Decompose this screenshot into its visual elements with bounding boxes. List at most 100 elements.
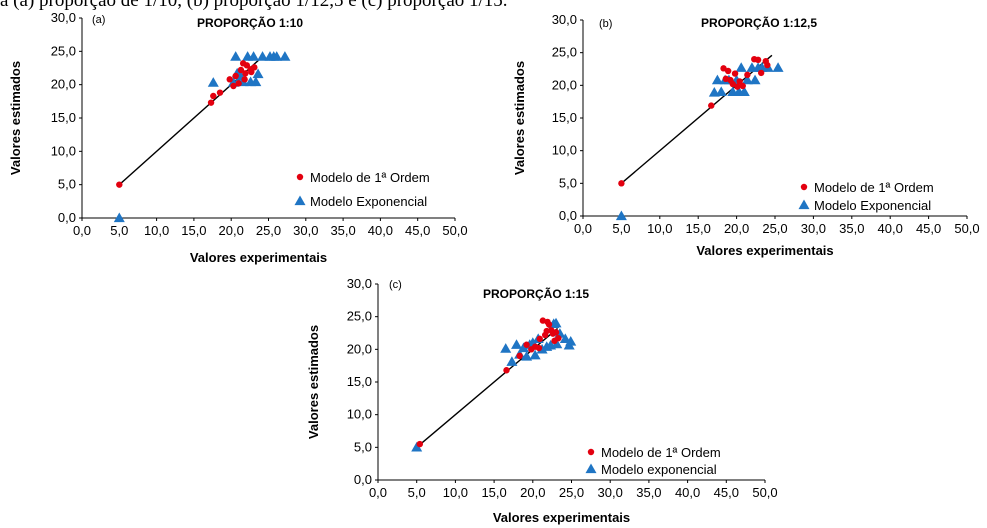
data-point-triangle <box>250 76 262 87</box>
data-point-triangle <box>741 74 753 85</box>
chart-panel-c: 0,0 5,0 10,0 15,0 20,0 25,0 30,0 35,0 40,0 45,0 50… <box>306 276 778 525</box>
series-first-order <box>116 60 258 188</box>
data-point-triangle <box>279 51 291 61</box>
x-tick-label: 10,0 <box>443 485 468 500</box>
legend-label: Modelo Exponencial <box>310 194 427 209</box>
data-point-circle <box>232 72 239 80</box>
x-tick-label: 35,0 <box>839 221 864 236</box>
y-axis-label: Valores estimados <box>8 61 23 175</box>
y-tick-label: 30,0 <box>552 12 577 27</box>
chart-title: PROPORÇÃO 1:12,5 <box>701 15 817 30</box>
y-tick-label: 5,0 <box>354 439 372 454</box>
data-point-circle <box>210 92 217 100</box>
x-tick-label: 5,0 <box>408 485 426 500</box>
x-tick-label: 0,0 <box>73 223 91 238</box>
legend-marker-triangle <box>294 195 306 206</box>
data-point-triangle <box>248 51 260 61</box>
data-point-circle <box>731 70 739 77</box>
y-tick-label: 30,0 <box>347 276 372 291</box>
data-point-circle <box>226 76 233 83</box>
figure-caption: a (a) proporção de 1/10, (b) proporção 1… <box>0 0 508 11</box>
legend-label: Modelo de 1ª Ordem <box>601 445 721 460</box>
data-point-triangle <box>521 351 533 361</box>
legend-marker-circle <box>587 448 595 456</box>
data-point-triangle <box>529 349 541 360</box>
data-point-triangle <box>738 86 750 96</box>
y-axis-label: Valores estimados <box>512 61 527 175</box>
x-tick-label: 25,0 <box>762 221 787 236</box>
data-point-circle <box>416 440 423 448</box>
x-tick-label: 20,0 <box>520 485 545 500</box>
chart-title: PROPORÇÃO 1:10 <box>197 15 303 30</box>
data-point-circle <box>764 61 771 69</box>
data-point-circle <box>207 99 215 106</box>
x-tick-label: 50,0 <box>752 485 777 500</box>
legend-marker-triangle <box>798 199 810 210</box>
series-first-order <box>416 317 562 448</box>
data-point-circle <box>744 71 751 79</box>
panel-label: (a) <box>92 14 105 26</box>
legend-marker-circle <box>800 183 808 191</box>
data-point-circle <box>618 180 625 187</box>
x-tick-label: 20,0 <box>724 221 749 236</box>
x-tick-label: 45,0 <box>714 485 739 500</box>
data-point-triangle <box>615 210 627 221</box>
data-point-circle <box>230 82 237 90</box>
x-tick-label: 40,0 <box>675 485 700 500</box>
y-axis-label: Valores estimados <box>306 325 321 439</box>
x-tick-label: 25,0 <box>256 223 281 238</box>
x-tick-label: 35,0 <box>636 485 661 500</box>
data-point-circle <box>235 80 242 87</box>
y-tick-label: 25,0 <box>552 45 577 60</box>
y-tick-label: 20,0 <box>51 77 76 92</box>
legend-label: Modelo de 1ª Ordem <box>814 180 934 195</box>
data-point-circle <box>536 335 543 343</box>
data-point-triangle <box>565 335 577 346</box>
data-point-circle <box>243 62 251 69</box>
data-point-circle <box>237 66 245 74</box>
data-point-circle <box>116 181 123 188</box>
data-point-circle <box>543 327 550 335</box>
data-point-triangle <box>506 356 518 366</box>
x-tick-label: 40,0 <box>368 223 393 238</box>
series-exponential <box>615 62 784 221</box>
data-point-triangle <box>749 74 761 85</box>
y-tick-label: 5,0 <box>559 175 577 190</box>
y-tick-label: 5,0 <box>58 177 76 192</box>
data-point-circle <box>757 69 765 77</box>
data-point-circle <box>216 89 224 96</box>
data-point-triangle <box>411 441 423 452</box>
legend-marker-triangle <box>585 463 597 474</box>
y-tick-label: 15,0 <box>347 374 372 389</box>
chart-panel-a: 0,0 5,0 10,0 15,0 20,0 25,0 30,0 35,0 40,0 45,0 50… <box>8 10 468 265</box>
y-tick-label: 25,0 <box>51 43 76 58</box>
y-tick-label: 0,0 <box>58 210 76 225</box>
series-exponential <box>113 51 291 223</box>
x-axis-label: Valores experimentais <box>190 250 327 265</box>
series-first-order <box>618 56 771 187</box>
data-point-circle <box>724 67 732 75</box>
x-axis-label: Valores experimentais <box>493 510 630 525</box>
data-point-circle <box>516 352 523 360</box>
x-tick-label: 30,0 <box>801 221 826 236</box>
data-point-triangle <box>735 62 747 72</box>
y-tick-label: 0,0 <box>559 208 577 223</box>
data-point-triangle <box>518 342 530 353</box>
data-point-triangle <box>551 338 563 349</box>
x-tick-label: 30,0 <box>293 223 318 238</box>
chart-panel-b: 0,0 5,0 10,0 15,0 20,0 25,0 30,0 35,0 40,0 45,0 50… <box>512 12 980 258</box>
y-tick-label: 20,0 <box>552 77 577 92</box>
y-tick-label: 30,0 <box>51 10 76 25</box>
data-point-circle <box>552 329 560 336</box>
x-tick-label: 45,0 <box>916 221 941 236</box>
data-point-triangle <box>230 51 242 61</box>
y-tick-label: 10,0 <box>347 407 372 422</box>
data-point-triangle <box>207 77 219 87</box>
x-tick-label: 45,0 <box>405 223 430 238</box>
x-tick-label: 20,0 <box>219 223 244 238</box>
y-tick-label: 10,0 <box>552 143 577 158</box>
data-point-triangle <box>559 333 571 344</box>
data-point-triangle <box>711 74 723 85</box>
data-point-circle <box>734 83 741 90</box>
x-tick-label: 30,0 <box>598 485 623 500</box>
